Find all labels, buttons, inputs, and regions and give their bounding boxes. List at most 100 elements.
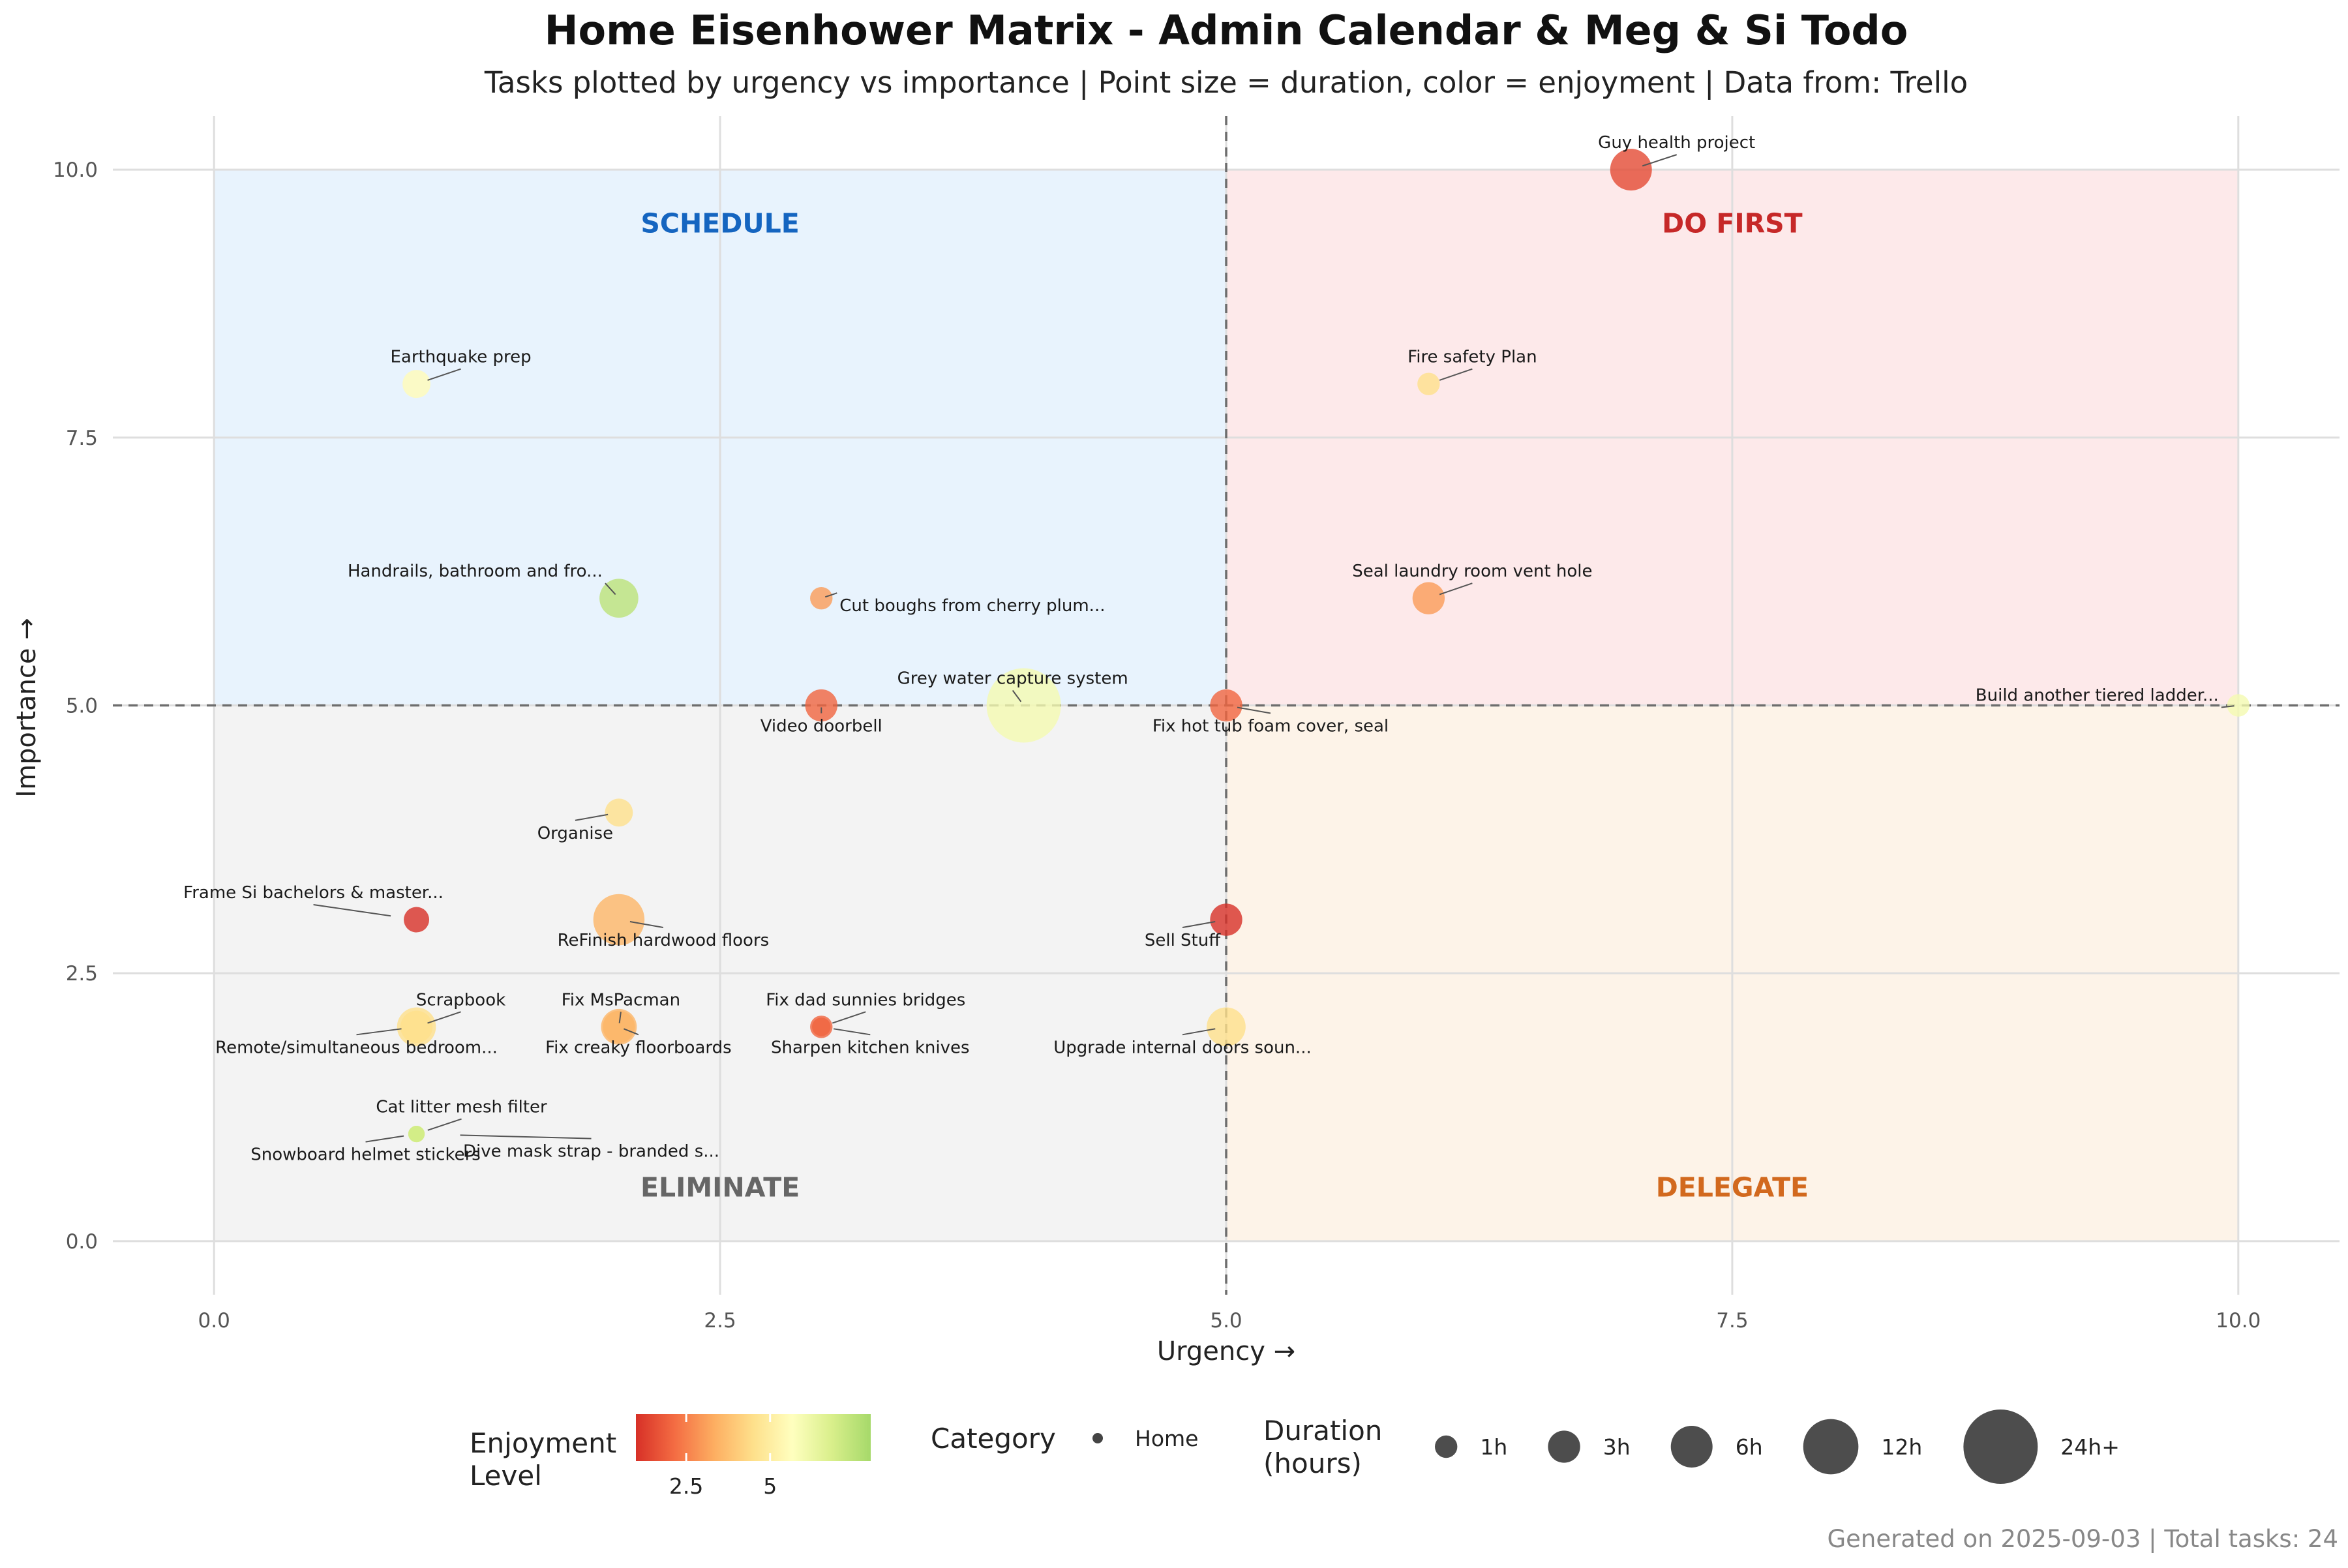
y-axis-ticks: 0.0 2.5 5.0 7.5 10.0 <box>53 158 98 1254</box>
label-leader-line <box>1439 582 1473 596</box>
duration-legend-label: 6h <box>1736 1434 1763 1460</box>
label-leader-line <box>427 1118 462 1131</box>
point-label: Build another tiered ladder... <box>1976 686 2219 706</box>
label-leader-line <box>356 1028 402 1036</box>
point-label: Dive mask strap - branded s... <box>463 1142 719 1162</box>
duration-legend-title-line2: (hours) <box>1263 1447 1362 1479</box>
label-leader-line <box>629 921 664 929</box>
x-axis-ticks: 0.0 2.5 5.0 7.5 10.0 <box>198 1309 2261 1333</box>
label-leader-line <box>460 1134 592 1139</box>
data-point <box>805 689 837 722</box>
label-leader-line <box>1439 368 1473 381</box>
y-tick-label: 10.0 <box>53 158 98 182</box>
point-label: Cut boughs from cherry plum... <box>839 596 1105 616</box>
quadrant-label-eliminate: ELIMINATE <box>640 1172 800 1203</box>
y-tick-label: 7.5 <box>66 427 98 450</box>
point-label: Organise <box>537 824 613 843</box>
label-leader-line <box>1182 921 1216 929</box>
caption: Generated on 2025-09-03 | Total tasks: 2… <box>1827 1525 2338 1553</box>
data-point <box>599 579 639 618</box>
point-label: Scrapbook <box>416 990 505 1010</box>
data-point <box>603 1010 635 1043</box>
data-point <box>404 907 430 933</box>
category-legend-key <box>1092 1433 1103 1443</box>
label-leader-line <box>1012 689 1022 702</box>
data-point <box>1207 1007 1246 1047</box>
label-leader-line <box>2221 705 2235 708</box>
data-point <box>1610 149 1652 191</box>
label-leader-line <box>427 368 461 381</box>
label-leader-line <box>313 904 391 917</box>
category-legend-item: Home <box>1135 1426 1198 1451</box>
duration-legend-title-line1: Duration <box>1263 1415 1382 1447</box>
quadrant-label-do-first: DO FIRST <box>1662 207 1803 239</box>
duration-legend-items: 1h 3h 6h 12h 24h+ <box>1435 1410 2120 1484</box>
label-leader-line <box>605 582 616 596</box>
label-leader-line <box>618 1012 622 1023</box>
point-label: Video doorbell <box>760 717 882 736</box>
label-leader-line <box>575 813 609 821</box>
point-labels: Guy health project Fire safety Plan Earthq… <box>183 133 2219 1164</box>
y-axis-label: Importance → <box>12 618 42 797</box>
duration-legend-label: 12h <box>1881 1434 1922 1460</box>
label-leader-line <box>833 1028 871 1036</box>
data-point <box>1210 903 1242 936</box>
data-point <box>1210 689 1242 722</box>
duration-legend-label: 1h <box>1480 1434 1507 1460</box>
point-label: Fix hot tub foam cover, seal <box>1152 717 1389 736</box>
chart-title: Home Eisenhower Matrix - Admin Calendar … <box>545 7 1908 54</box>
data-point <box>810 587 833 610</box>
label-leader-lines <box>313 154 2235 1143</box>
x-tick-label: 10.0 <box>2216 1309 2261 1333</box>
duration-legend-key <box>1435 1435 1458 1458</box>
label-leader-line <box>624 1028 639 1036</box>
label-leader-line <box>1642 154 1678 167</box>
data-point <box>402 370 430 399</box>
duration-legend-key <box>1803 1419 1859 1475</box>
duration-legend: Duration (hours) 1h 3h 6h 12h 24h+ <box>1263 1410 2120 1484</box>
category-legend: Category Home <box>931 1423 1198 1455</box>
label-leader-line <box>1237 706 1271 714</box>
color-bar-tick-label: 5 <box>763 1473 777 1499</box>
x-tick-label: 7.5 <box>1716 1309 1748 1333</box>
chart-subtitle: Tasks plotted by urgency vs importance |… <box>484 65 1968 100</box>
point-label: Fire safety Plan <box>1407 348 1537 367</box>
point-label: Guy health project <box>1598 133 1755 153</box>
point-label: ReFinish hardwood floors <box>558 931 770 950</box>
data-point <box>986 668 1061 743</box>
enjoyment-color-bar <box>636 1414 871 1461</box>
x-tick-label: 2.5 <box>704 1309 736 1333</box>
data-points <box>397 149 2250 1143</box>
point-label: Sell Stuff <box>1145 931 1221 950</box>
x-tick-label: 0.0 <box>198 1309 230 1333</box>
duration-legend-label: 3h <box>1603 1434 1631 1460</box>
data-point <box>1412 582 1445 614</box>
enjoyment-legend: Enjoyment Level 2.5 5 <box>470 1414 871 1499</box>
point-label: Handrails, bathroom and fro... <box>348 562 603 581</box>
enjoyment-legend-title-line1: Enjoyment <box>470 1427 616 1459</box>
point-label: Grey water capture system <box>897 669 1128 689</box>
quadrant-label-schedule: SCHEDULE <box>640 207 799 239</box>
duration-legend-key <box>1670 1426 1713 1468</box>
duration-legend-key <box>1548 1430 1580 1463</box>
point-label: Sharpen kitchen knives <box>771 1038 970 1057</box>
data-point <box>2227 694 2250 717</box>
data-point <box>408 1126 425 1143</box>
data-point <box>812 1018 831 1036</box>
label-leader-line <box>365 1135 404 1143</box>
label-leader-line <box>832 1011 866 1024</box>
point-label: Cat litter mesh filter <box>376 1098 547 1117</box>
duration-legend-key <box>1963 1410 2038 1484</box>
enjoyment-color-bar-ticks: 2.5 5 <box>669 1414 777 1499</box>
point-label: Frame Si bachelors & master... <box>183 883 444 903</box>
data-point <box>1417 372 1440 395</box>
label-leader-line <box>1182 1028 1216 1036</box>
legend: Enjoyment Level 2.5 5 Category Home Durat… <box>470 1410 2120 1499</box>
point-label: Fix dad sunnies bridges <box>766 990 965 1010</box>
quadrant-labels: SCHEDULE DO FIRST ELIMINATE DELEGATE <box>640 207 1809 1203</box>
label-leader-line <box>824 592 837 598</box>
label-leader-line <box>427 1011 461 1024</box>
point-label: Seal laundry room vent hole <box>1352 562 1592 581</box>
category-legend-title: Category <box>931 1423 1056 1455</box>
